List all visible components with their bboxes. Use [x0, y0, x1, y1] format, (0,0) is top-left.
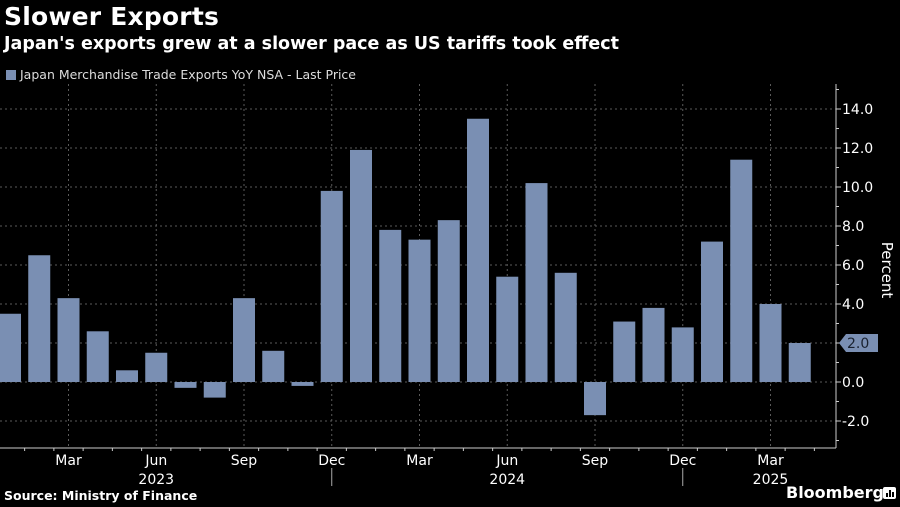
x-month-label: Mar: [757, 453, 784, 469]
bar: [203, 382, 226, 398]
y-tick-label: 14.0: [842, 102, 873, 118]
bar: [788, 343, 811, 382]
bar: [437, 220, 460, 382]
bar: [584, 382, 606, 416]
bar: [408, 239, 431, 382]
bar: [174, 382, 197, 388]
x-month-label: Mar: [406, 453, 433, 469]
bar: [525, 183, 548, 382]
bar: [0, 313, 21, 382]
x-month-label: Jun: [495, 453, 518, 469]
bar: [320, 190, 343, 382]
x-month-label: Dec: [669, 453, 696, 469]
x-axis: Mar Jun Sep Dec Mar Jun Sep Dec Mar 2023 2024 2025: [0, 447, 836, 488]
bar: [379, 229, 402, 382]
bar: [671, 327, 694, 382]
last-value-tag: [839, 334, 878, 352]
bar: [57, 298, 80, 382]
bar: [759, 304, 782, 382]
y-tick-label: 8.0: [842, 219, 864, 235]
x-month-label: Mar: [55, 453, 82, 469]
x-month-label: Sep: [231, 453, 258, 469]
legend-label: Japan Merchandise Trade Exports YoY NSA …: [20, 67, 356, 82]
bar: [116, 370, 138, 382]
bar: [701, 241, 723, 382]
bar: [613, 321, 636, 382]
bars: [0, 118, 811, 416]
legend-swatch: [6, 69, 16, 80]
y-axis: -2.0 0.0 4.0 6.0 8.0 10.0 12.0 14.0 2.0: [835, 84, 878, 448]
x-year-label: 2024: [489, 472, 525, 488]
bloomberg-logo: Bloomberg: [786, 483, 884, 502]
legend: Japan Merchandise Trade Exports YoY NSA …: [6, 67, 356, 82]
bar: [262, 350, 285, 382]
x-year-label: 2025: [753, 472, 789, 488]
x-month-label: Dec: [318, 453, 345, 469]
bar: [467, 118, 489, 382]
bar: [350, 149, 372, 382]
bar: [642, 307, 665, 382]
y-tick-label: 6.0: [842, 258, 864, 274]
bar: [291, 382, 314, 386]
y-tick-label: 0.0: [842, 375, 864, 391]
x-month-label: Jun: [144, 453, 167, 469]
x-year-label: 2023: [138, 472, 174, 488]
y-tick-label: 10.0: [842, 180, 873, 196]
bar: [86, 331, 109, 382]
bar: [145, 352, 168, 382]
bar: [730, 159, 753, 382]
x-month-label: Sep: [582, 453, 609, 469]
y-axis-label: Percent: [878, 242, 896, 299]
bar: [28, 255, 51, 382]
bar: [554, 272, 577, 382]
bloomberg-chart-icon: [883, 487, 896, 499]
bar: [496, 276, 519, 382]
bar: [233, 298, 255, 382]
chart-subtitle: Japan's exports grew at a slower pace as…: [4, 34, 620, 54]
y-tick-label: -2.0: [842, 414, 869, 430]
source-note: Source: Ministry of Finance: [4, 488, 198, 503]
y-tick-label: 4.0: [842, 297, 864, 313]
chart-title: Slower Exports: [4, 2, 220, 31]
last-value-label: 2.0: [847, 336, 869, 352]
y-tick-label: 12.0: [842, 141, 873, 157]
